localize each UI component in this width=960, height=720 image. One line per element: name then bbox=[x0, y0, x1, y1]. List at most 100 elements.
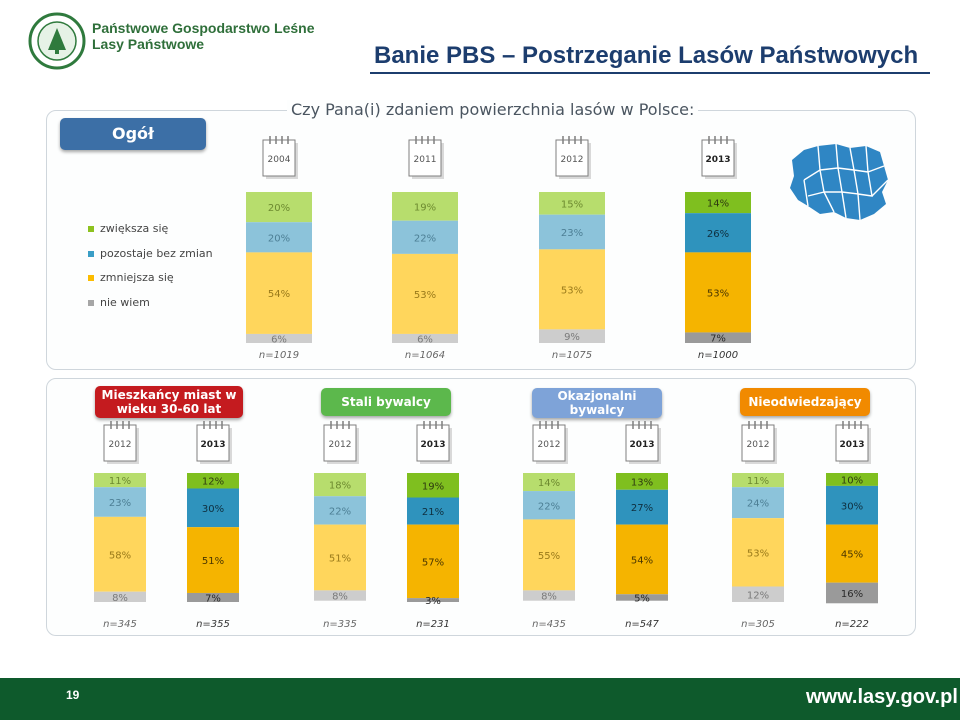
data-label: 54% bbox=[631, 555, 653, 566]
legend-label: zwiększa się bbox=[100, 222, 169, 235]
year-label: 2013 bbox=[705, 155, 730, 165]
data-label: 54% bbox=[268, 289, 290, 300]
data-label: 13% bbox=[631, 477, 653, 488]
sample-size-label: n=435 bbox=[532, 619, 566, 630]
bar-segment bbox=[732, 487, 784, 519]
calendar-icon bbox=[408, 139, 442, 177]
data-label: 15% bbox=[561, 199, 583, 210]
bar-segment bbox=[539, 192, 605, 215]
legend-swatch bbox=[88, 250, 94, 257]
footer-url: www.lasy.gov.pl bbox=[806, 686, 958, 708]
bar-segment bbox=[826, 582, 878, 604]
data-label: 21% bbox=[422, 507, 444, 518]
sample-size-label: n=305 bbox=[741, 619, 775, 630]
bar-segment bbox=[246, 252, 312, 334]
bar-segment bbox=[826, 524, 878, 583]
data-label: 8% bbox=[112, 593, 128, 604]
bar-segment bbox=[685, 332, 751, 343]
bar-segment bbox=[246, 192, 312, 223]
year-label: 2012 bbox=[109, 440, 132, 450]
data-label: 23% bbox=[561, 228, 583, 239]
group-label-line: Okazjonalni bbox=[557, 389, 637, 403]
data-label: 24% bbox=[747, 499, 769, 510]
data-label: 58% bbox=[109, 550, 131, 561]
overall-panel bbox=[46, 110, 916, 370]
data-label: 18% bbox=[329, 481, 351, 492]
legend-label: nie wiem bbox=[100, 295, 150, 309]
bar-segment bbox=[826, 485, 878, 525]
bar-segment bbox=[616, 473, 668, 490]
legend-item: zwiększa się bbox=[88, 222, 213, 247]
bar-segment bbox=[732, 586, 784, 602]
sample-size-label: n=547 bbox=[625, 619, 659, 630]
bar-segment bbox=[246, 222, 312, 253]
sample-size-label: n=345 bbox=[103, 619, 137, 630]
bar-segment bbox=[616, 524, 668, 595]
bar-segment bbox=[539, 329, 605, 343]
bar-segment bbox=[523, 519, 575, 591]
calendar-icon bbox=[835, 424, 869, 462]
bar-segment bbox=[407, 598, 459, 602]
calendar-icon bbox=[625, 424, 659, 462]
data-label: 22% bbox=[414, 233, 436, 244]
bar-segment bbox=[314, 496, 366, 525]
data-label: 51% bbox=[202, 556, 224, 567]
org-line-2: Lasy Państwowe bbox=[92, 36, 205, 52]
legend-item: zmniejsza się bbox=[88, 271, 213, 296]
lasy-panstwowe-logo bbox=[28, 12, 86, 70]
data-label: 7% bbox=[205, 593, 221, 604]
legend-item: pozostaje bez zmian bbox=[88, 247, 213, 272]
bar-segment bbox=[826, 473, 878, 486]
bar-segment bbox=[407, 497, 459, 525]
bar-segment bbox=[523, 473, 575, 492]
year-label: 2013 bbox=[420, 440, 445, 450]
data-label: 3% bbox=[425, 596, 441, 607]
organization-name: Państwowe Gospodarstwo Leśne Lasy Państw… bbox=[92, 20, 315, 52]
group-badge-city-residents: Mieszkańcy miast w wieku 30-60 lat bbox=[95, 386, 243, 418]
bar-segment bbox=[407, 473, 459, 498]
year-label: 2012 bbox=[561, 155, 584, 165]
calendar-icon bbox=[416, 424, 450, 462]
bar-segment bbox=[523, 590, 575, 601]
bar-segment bbox=[187, 473, 239, 489]
bar-segment bbox=[246, 333, 312, 343]
data-label: 30% bbox=[841, 501, 863, 512]
data-label: 19% bbox=[422, 481, 444, 492]
bar-segment bbox=[314, 590, 366, 601]
bar-segment bbox=[685, 213, 751, 253]
data-label: 14% bbox=[707, 199, 729, 210]
group-badge-non-visitors: Nieodwiedzający bbox=[740, 388, 870, 416]
bar-segment bbox=[314, 473, 366, 497]
bar-segment bbox=[392, 333, 458, 343]
data-label: 12% bbox=[202, 477, 224, 488]
group-label: Stali bywalcy bbox=[341, 395, 431, 409]
legend-item: nie wiem bbox=[88, 296, 213, 321]
bar-segment bbox=[407, 524, 459, 599]
calendar-icon bbox=[555, 139, 589, 177]
legend-label: pozostaje bez zmian bbox=[100, 246, 213, 260]
bar-segment bbox=[94, 591, 146, 602]
data-label: 6% bbox=[417, 334, 433, 345]
sample-size-label: n=1000 bbox=[698, 350, 738, 361]
bar-segment bbox=[539, 214, 605, 250]
sample-size-label: n=1019 bbox=[259, 350, 299, 361]
title-divider bbox=[370, 72, 930, 74]
org-line-1: Państwowe Gospodarstwo Leśne bbox=[92, 20, 315, 36]
page-number: 19 bbox=[66, 688, 80, 702]
sample-size-label: n=355 bbox=[196, 619, 230, 630]
bar-segment bbox=[732, 473, 784, 488]
year-label: 2013 bbox=[200, 440, 225, 450]
data-label: 5% bbox=[634, 593, 650, 604]
calendar-icon bbox=[323, 424, 357, 462]
data-label: 22% bbox=[329, 506, 351, 517]
data-label: 26% bbox=[707, 229, 729, 240]
calendar-icon bbox=[103, 424, 137, 462]
data-label: 11% bbox=[747, 476, 769, 487]
data-label: 57% bbox=[422, 557, 444, 568]
year-label: 2012 bbox=[747, 440, 770, 450]
group-label-line: Mieszkańcy miast w bbox=[101, 388, 237, 402]
bar-segment bbox=[94, 516, 146, 592]
group-badge-regular-visitors: Stali bywalcy bbox=[321, 388, 451, 416]
legend-swatch bbox=[88, 275, 94, 281]
overall-group-label: Ogół bbox=[112, 124, 154, 143]
